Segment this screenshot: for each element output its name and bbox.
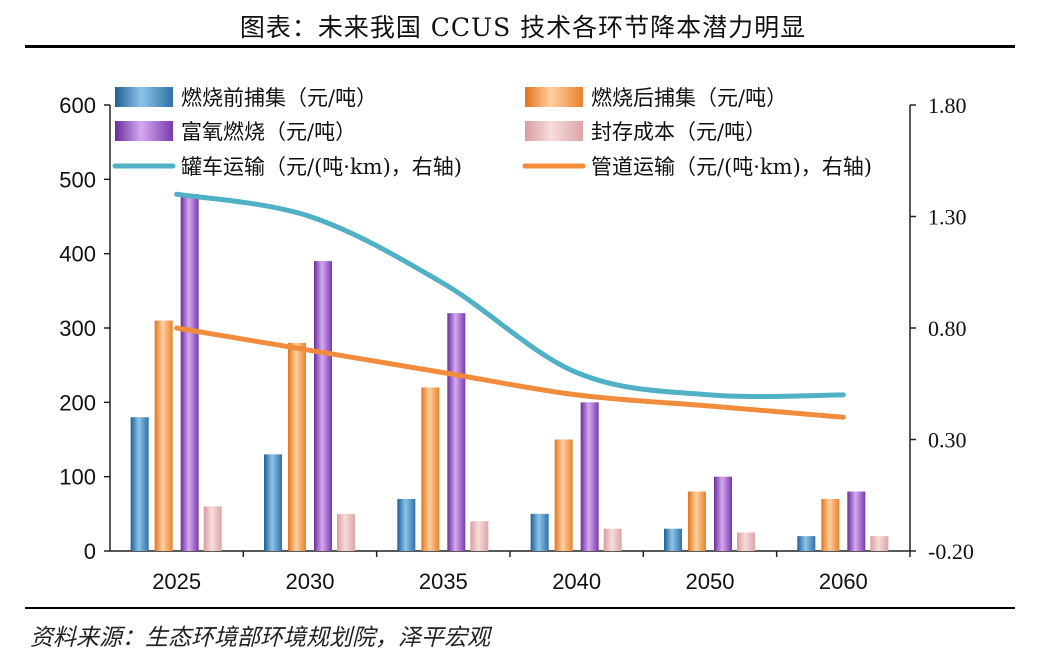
bar-post-combustion-2035 (421, 387, 440, 551)
bar-storage-2030 (337, 513, 355, 551)
bar-post-combustion-2030 (288, 342, 306, 551)
legend-label-storage: 封存成本（元/吨） (591, 120, 766, 144)
bar-storage-2050 (737, 532, 755, 551)
x-axis-tick-label: 2040 (552, 569, 601, 594)
bar-pre-combustion-2025 (130, 417, 149, 551)
right-axis-tick-label: 1.30 (928, 205, 967, 230)
title-divider (25, 45, 1015, 48)
line-tanker (174, 191, 846, 400)
bar-oxy-fuel-2025 (180, 194, 199, 551)
bar-marks (130, 194, 889, 551)
line-marks (174, 191, 846, 420)
bar-pre-combustion-2050 (664, 528, 682, 551)
bar-post-combustion-2060 (821, 498, 840, 551)
legend-label-oxy_fuel: 富氧燃烧（元/吨） (181, 120, 356, 144)
bar-storage-2040 (603, 528, 622, 551)
left-axis-tick-label: 500 (59, 167, 96, 192)
x-axis-tick-label: 2030 (286, 569, 335, 594)
left-axis-tick-label: 100 (59, 465, 96, 490)
legend-label-pipeline: 管道运输（元/(吨·km)，右轴) (591, 155, 872, 179)
x-axis-tick-label: 2050 (686, 569, 735, 594)
x-axis-tick-label: 2060 (819, 569, 868, 594)
bar-storage-2060 (870, 536, 889, 551)
bar-post-combustion-2025 (154, 320, 173, 551)
page-title: 图表：未来我国 CCUS 技术各环节降本潜力明显 (239, 13, 807, 42)
bar-oxy-fuel-2060 (847, 491, 866, 551)
legend-label-post_combustion: 燃烧后捕集（元/吨） (591, 86, 787, 110)
x-axis-tick-label: 2035 (419, 569, 468, 594)
source-note: 资料来源：生态环境部环境规划院，泽平宏观 (30, 625, 490, 651)
right-axis-tick-label: -0.20 (928, 539, 974, 564)
bar-post-combustion-2050 (688, 491, 706, 551)
bar-storage-2025 (203, 506, 222, 551)
axes: 0 100 200 300 400 500 600 -0.20 0.30 0.80 1.30 1.80… (59, 93, 974, 594)
legend-label-tanker: 罐车运输（元/(吨·km)，右轴) (181, 155, 462, 179)
bar-oxy-fuel-2040 (580, 402, 599, 551)
bar-oxy-fuel-2030 (314, 261, 332, 551)
left-axis-tick-label: 0 (84, 539, 96, 564)
bar-storage-2035 (470, 521, 489, 551)
left-axis-tick-label: 400 (59, 242, 96, 267)
right-axis-tick-label: 1.80 (928, 93, 967, 118)
right-axis-tick-label: 0.30 (928, 428, 967, 453)
legend-swatch-pre_combustion (115, 87, 173, 107)
x-axis-tick-label: 2025 (152, 569, 201, 594)
left-axis-tick-label: 200 (59, 390, 96, 415)
bar-pre-combustion-2030 (264, 454, 282, 551)
bar-oxy-fuel-2035 (447, 313, 466, 551)
bar-post-combustion-2040 (554, 439, 573, 551)
legend-swatch-post_combustion (525, 87, 583, 107)
legend-swatch-storage (525, 121, 583, 141)
left-axis-tick-label: 600 (59, 93, 96, 118)
source-divider (25, 607, 1015, 609)
right-axis-tick-label: 0.80 (928, 316, 967, 341)
bar-pre-combustion-2035 (397, 498, 416, 551)
line-pipeline (174, 325, 846, 420)
legend-label-pre_combustion: 燃烧前捕集（元/吨） (181, 86, 377, 110)
bar-pre-combustion-2060 (797, 536, 816, 551)
left-axis-tick-label: 300 (59, 316, 96, 341)
legend: 燃烧前捕集（元/吨） 燃烧后捕集（元/吨） 富氧燃烧（元/吨） 封存成本（元/吨） 罐车… (112, 86, 872, 179)
bar-oxy-fuel-2050 (714, 476, 732, 551)
legend-swatch-oxy_fuel (115, 121, 173, 141)
bar-pre-combustion-2040 (530, 513, 549, 551)
